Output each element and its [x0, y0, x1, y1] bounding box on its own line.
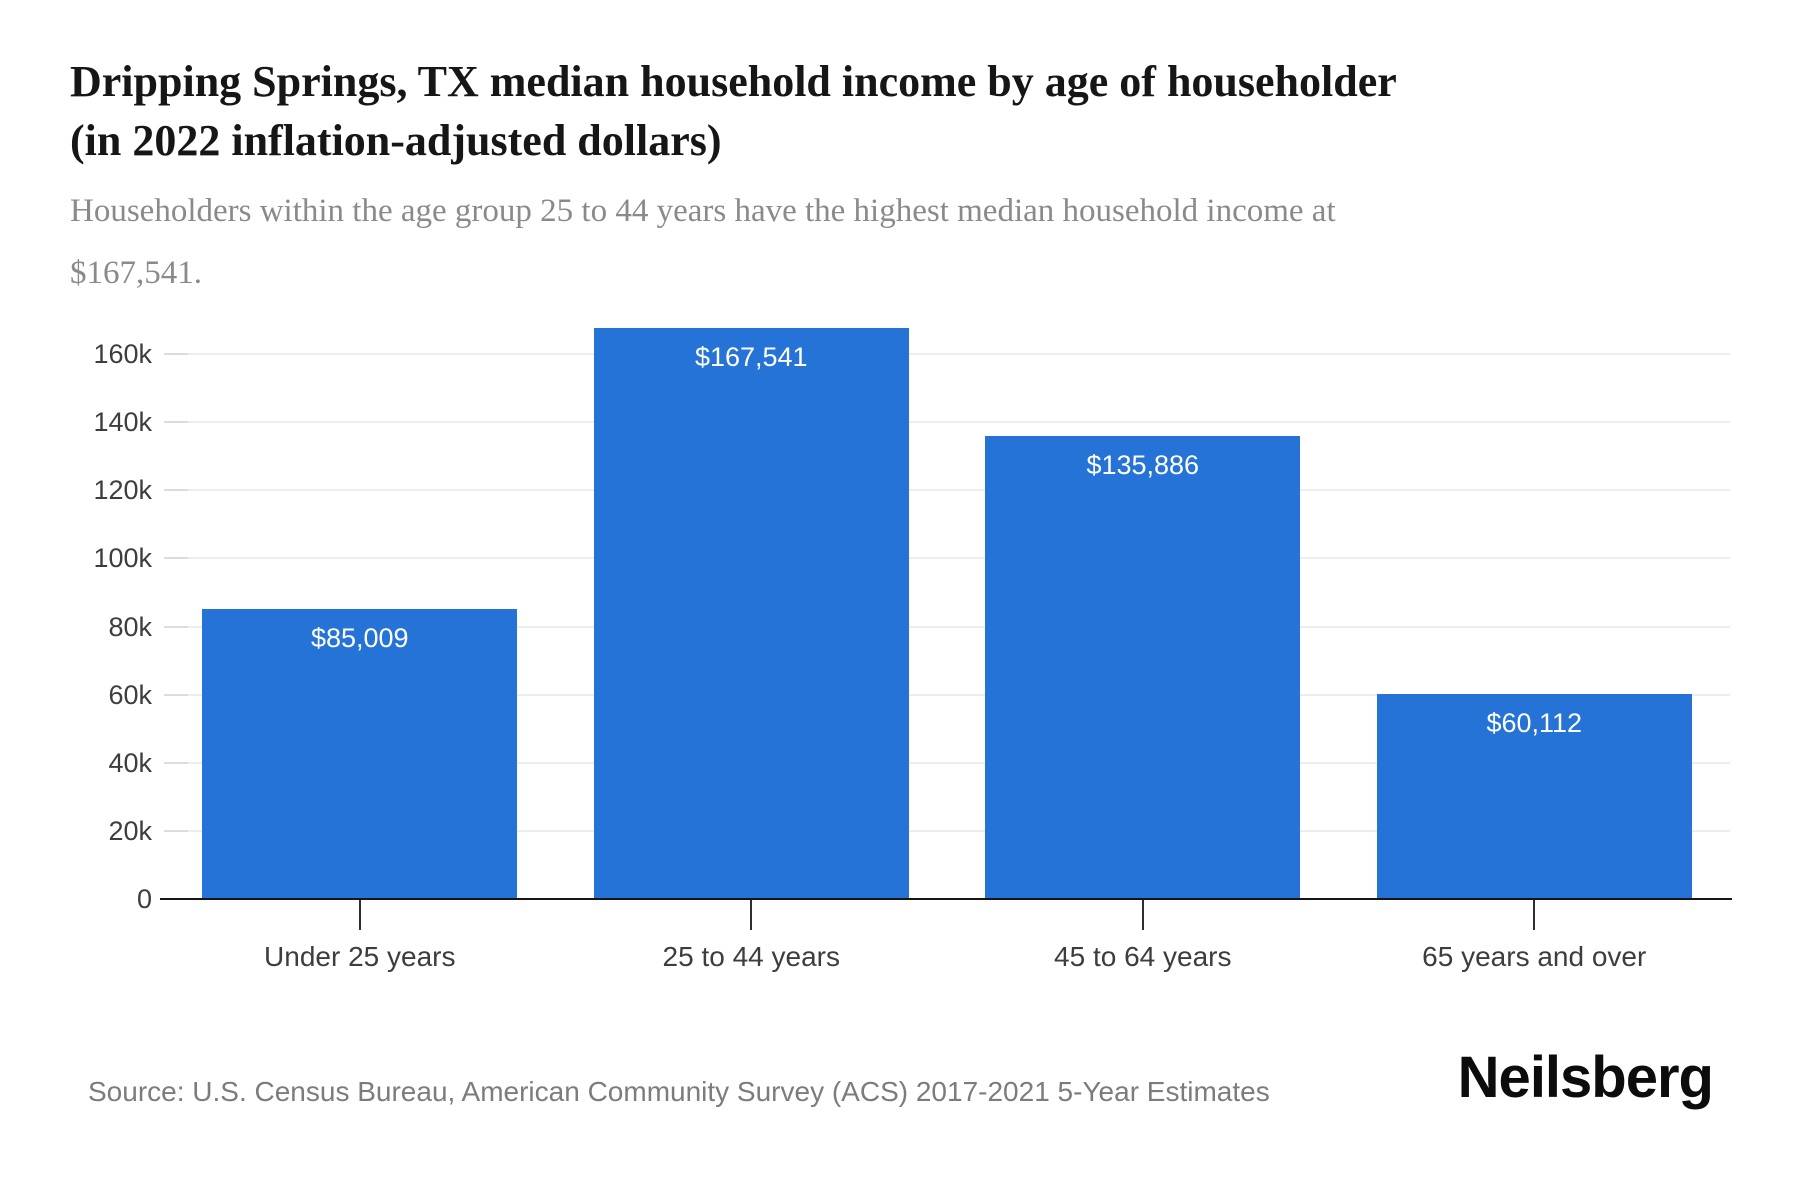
bar-65-years-and-over: $60,112 [1376, 694, 1692, 899]
y-tick-label-0: 0 [136, 884, 152, 914]
x-tick-25-to-44-years [750, 899, 753, 930]
x-tick-under-25-years [358, 899, 361, 930]
x-axis-label-25-to-44-years: 25 to 44 years [662, 941, 840, 972]
y-tick-label-60k: 60k [108, 679, 152, 710]
chart-subtitle: Householders within the age group 25 to … [70, 180, 1550, 304]
y-tick-100k [164, 557, 188, 560]
page-title-line1: Dripping Springs, TX median household in… [70, 57, 1397, 106]
chart-subtitle-line1: Householders within the age group 25 to … [70, 193, 1336, 229]
y-grid-line-140k [164, 421, 1730, 424]
y-tick-140k [164, 421, 188, 424]
y-tick-label-20k: 20k [108, 815, 152, 846]
page-title: Dripping Springs, TX median household in… [70, 52, 1590, 170]
y-tick-label-160k: 160k [93, 339, 152, 369]
y-grid-line-100k [164, 557, 1730, 560]
y-grid-line-160k [164, 353, 1730, 355]
y-grid-line-120k [164, 489, 1730, 492]
y-grid-line-20k [164, 829, 1730, 832]
x-tick-45-to-64-years [1141, 899, 1144, 930]
brand-logo: Neilsberg [1457, 1045, 1714, 1110]
bar-45-to-64-years: $135,886 [985, 436, 1301, 899]
source-text: Source: U.S. Census Bureau, American Com… [88, 1076, 1270, 1107]
y-tick-label-40k: 40k [108, 747, 152, 778]
x-tick-65-years-and-over [1533, 899, 1536, 930]
y-tick-label-100k: 100k [93, 543, 152, 574]
y-tick-20k [164, 829, 188, 832]
y-tick-160k [164, 353, 188, 355]
page-title-line2: (in 2022 inflation-adjusted dollars) [70, 116, 722, 165]
x-axis-line [160, 898, 1732, 900]
bar-value-label-25-to-44-years: $167,541 [694, 342, 808, 372]
y-grid-line-80k [164, 625, 1730, 628]
y-tick-60k [164, 693, 188, 696]
y-tick-label-140k: 140k [93, 407, 152, 438]
y-tick-80k [164, 625, 188, 628]
y-grid-line-60k [164, 693, 1730, 696]
bar-under-25-years: $85,009 [202, 609, 518, 899]
y-tick-label-80k: 80k [108, 611, 152, 642]
bar-value-label-under-25-years: $85,009 [310, 623, 409, 653]
x-axis-label-65-years-and-over: 65 years and over [1422, 941, 1647, 972]
y-tick-120k [164, 489, 188, 492]
chart-subtitle-line2: $167,541. [70, 255, 202, 291]
y-grid-line-40k [164, 761, 1730, 764]
x-axis-label-under-25-years: Under 25 years [264, 941, 456, 972]
bar-value-label-45-to-64-years: $135,886 [1086, 450, 1200, 480]
bar-25-to-44-years: $167,541 [593, 328, 909, 899]
y-tick-label-120k: 120k [93, 475, 152, 506]
y-tick-40k [164, 761, 188, 764]
bar-value-label-65-years-and-over: $60,112 [1486, 708, 1583, 738]
x-axis-label-45-to-64-years: 45 to 64 years [1054, 941, 1232, 972]
